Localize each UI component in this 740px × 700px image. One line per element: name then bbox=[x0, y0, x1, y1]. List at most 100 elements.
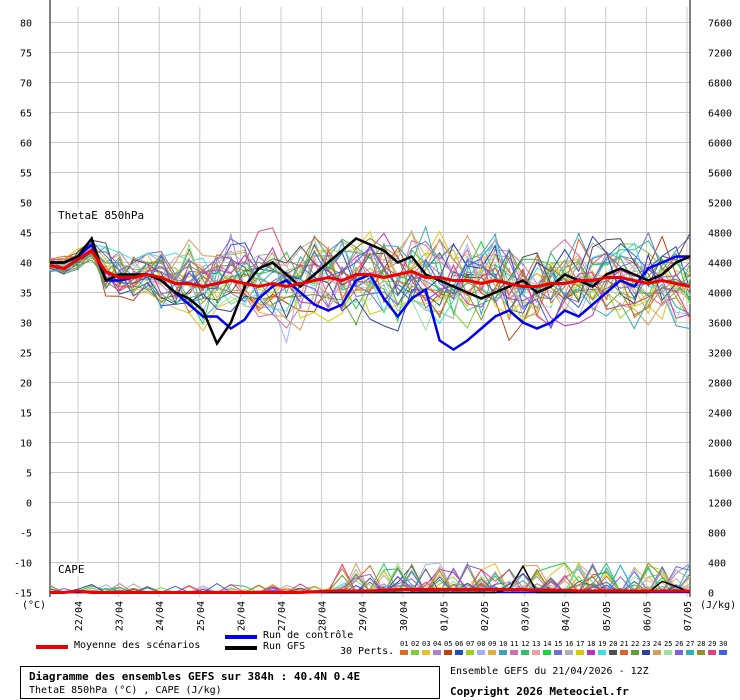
perturbation-swatch bbox=[444, 650, 452, 655]
perturbation-number: 07 bbox=[466, 640, 475, 648]
perturbation-point bbox=[243, 273, 246, 276]
right-tick-label: 4800 bbox=[708, 229, 732, 240]
perturbation-number: 03 bbox=[422, 640, 431, 648]
left-tick-label: 55 bbox=[20, 169, 32, 180]
perturbation-point bbox=[633, 297, 636, 300]
perturbation-point bbox=[689, 272, 691, 275]
footer-run-info: Ensemble GEFS du 21/04/2026 - 12Z bbox=[450, 666, 649, 677]
perturbation-point bbox=[633, 292, 636, 294]
right-tick-label: 5600 bbox=[708, 169, 732, 180]
perturbation-number: 29 bbox=[708, 640, 717, 648]
right-tick-label: 1200 bbox=[708, 499, 732, 510]
perturbation-point bbox=[188, 244, 191, 247]
perturbation-number: 06 bbox=[455, 640, 464, 648]
perturbation-number: 05 bbox=[444, 640, 453, 648]
perturbation-number: 10 bbox=[499, 640, 508, 648]
perturbation-point bbox=[605, 297, 608, 300]
left-tick-label: 20 bbox=[20, 379, 32, 390]
perturbation-point bbox=[438, 287, 441, 290]
perturbation-number: 13 bbox=[532, 640, 541, 648]
left-tick-label: 5 bbox=[26, 469, 32, 480]
perturbation-point bbox=[188, 311, 191, 314]
perturbation-point bbox=[243, 296, 246, 299]
left-tick-label: 65 bbox=[20, 109, 32, 120]
legend-mean-swatch bbox=[36, 645, 68, 649]
perturbation-point bbox=[132, 256, 135, 259]
perturbation-point bbox=[160, 259, 163, 262]
perturbation-point bbox=[243, 249, 246, 252]
right-tick-label: 7200 bbox=[708, 49, 732, 60]
perturbation-point bbox=[243, 275, 246, 278]
perturbation-point bbox=[49, 268, 51, 271]
perturbation-swatch bbox=[499, 650, 507, 655]
perturbation-point bbox=[494, 233, 497, 236]
perturbation-point bbox=[438, 315, 441, 318]
perturbation-point bbox=[522, 293, 524, 296]
perturbation-point bbox=[76, 264, 79, 267]
perturbation-point bbox=[549, 269, 552, 271]
left-tick-label: 75 bbox=[20, 49, 32, 60]
perturbation-swatch bbox=[598, 650, 606, 655]
perturbation-point bbox=[438, 254, 441, 257]
perturbation-point bbox=[327, 254, 330, 257]
perturbation-point bbox=[104, 265, 107, 268]
perturbation-theta-line bbox=[49, 229, 691, 345]
right-tick-label: 400 bbox=[708, 559, 726, 570]
theta-panel-label: ThetaE 850hPa bbox=[58, 209, 145, 222]
perturbation-point bbox=[494, 238, 497, 241]
perturbation-swatch bbox=[400, 650, 408, 655]
perturbation-point bbox=[216, 262, 218, 265]
perturbation-point bbox=[577, 291, 580, 294]
perturbation-point bbox=[355, 271, 358, 274]
perturbation-point bbox=[522, 294, 524, 297]
perturbation-point bbox=[327, 266, 330, 269]
right-tick-label: 3600 bbox=[708, 319, 732, 330]
perturbation-number: 15 bbox=[554, 640, 563, 648]
perturbation-number: 20 bbox=[609, 640, 618, 648]
perturbation-lines bbox=[49, 225, 691, 594]
right-tick-label: 6800 bbox=[708, 79, 732, 90]
perturbation-number: 22 bbox=[631, 640, 640, 648]
perturbation-point bbox=[382, 246, 385, 249]
x-tick-label: 07/05 bbox=[683, 601, 694, 631]
x-tick-label: 23/04 bbox=[115, 601, 126, 631]
perturbation-point bbox=[494, 287, 497, 290]
left-tick-label: 50 bbox=[20, 199, 32, 210]
perturbation-point bbox=[438, 310, 441, 313]
perturbation-point bbox=[327, 259, 330, 262]
perturbation-point bbox=[661, 290, 664, 293]
perturbation-point bbox=[327, 298, 330, 301]
perturbation-point bbox=[522, 319, 524, 322]
perturbation-point bbox=[216, 267, 218, 270]
perturbation-number: 08 bbox=[477, 640, 486, 648]
right-tick-label: 5200 bbox=[708, 199, 732, 210]
left-tick-label: 30 bbox=[20, 319, 32, 330]
perturbation-point bbox=[466, 281, 469, 284]
right-tick-label: 7600 bbox=[708, 19, 732, 30]
perturbation-point bbox=[577, 233, 580, 236]
perturbation-swatch bbox=[653, 650, 661, 655]
x-tick-label: 05/05 bbox=[602, 601, 613, 631]
perturbation-point bbox=[355, 323, 358, 326]
cape-series-line bbox=[50, 588, 690, 594]
perturbation-swatch bbox=[587, 650, 595, 655]
x-tick-label: 02/05 bbox=[480, 601, 491, 631]
perturbation-point bbox=[271, 252, 274, 255]
perturbation-point bbox=[382, 243, 385, 246]
left-tick-label: -15 bbox=[14, 589, 32, 600]
perturbation-point bbox=[577, 253, 580, 256]
perturbation-swatch bbox=[510, 650, 518, 655]
left-tick-label: 80 bbox=[20, 19, 32, 30]
x-tick-label: 30/04 bbox=[399, 601, 410, 631]
footer-title: Diagramme des ensembles GEFS sur 384h : … bbox=[29, 670, 361, 683]
perturbation-number: 27 bbox=[686, 640, 695, 648]
perturbation-point bbox=[522, 272, 524, 274]
perturbation-point bbox=[243, 300, 246, 303]
left-tick-label: 60 bbox=[20, 139, 32, 150]
x-tick-label: 24/04 bbox=[155, 601, 166, 631]
x-tick-label: 01/05 bbox=[439, 601, 450, 631]
perturbation-swatch bbox=[488, 650, 496, 655]
perturbation-point bbox=[243, 304, 246, 307]
perturbation-point bbox=[76, 266, 79, 269]
perturbation-swatch bbox=[543, 650, 551, 655]
